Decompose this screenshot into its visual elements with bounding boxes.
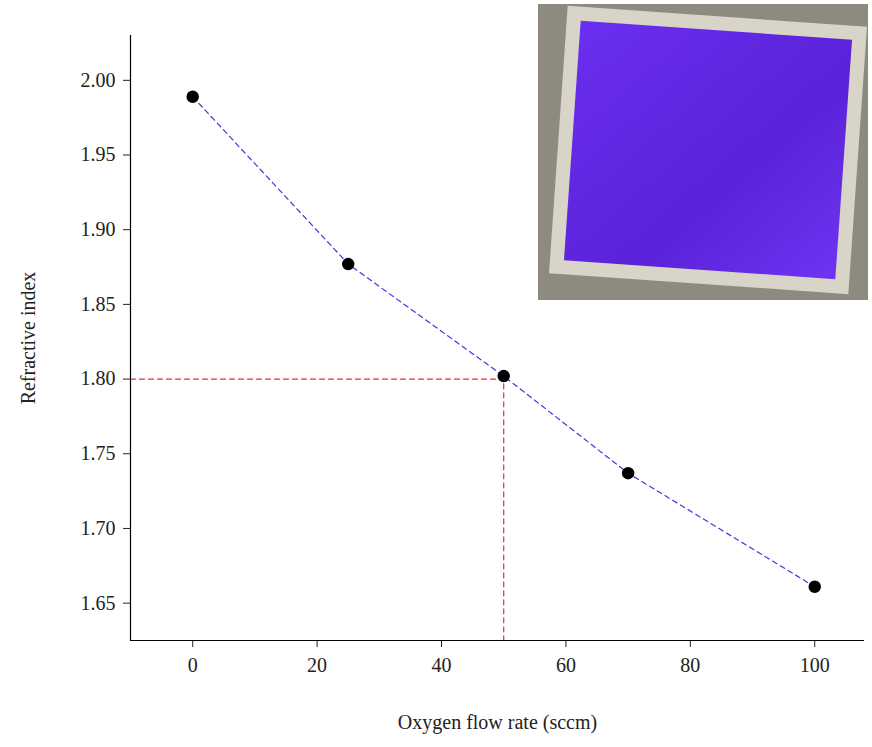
svg-text:80: 80 <box>680 654 700 676</box>
svg-text:40: 40 <box>432 654 452 676</box>
svg-text:1.70: 1.70 <box>81 517 116 539</box>
svg-text:1.85: 1.85 <box>81 293 116 315</box>
svg-text:2.00: 2.00 <box>81 69 116 91</box>
svg-text:100: 100 <box>800 654 830 676</box>
svg-text:1.75: 1.75 <box>81 442 116 464</box>
svg-text:60: 60 <box>556 654 576 676</box>
svg-text:20: 20 <box>307 654 327 676</box>
svg-text:Oxygen flow rate (sccm): Oxygen flow rate (sccm) <box>398 711 597 734</box>
svg-text:1.80: 1.80 <box>81 367 116 389</box>
svg-text:Refractive index: Refractive index <box>17 272 39 405</box>
svg-text:1.90: 1.90 <box>81 218 116 240</box>
svg-text:1.65: 1.65 <box>81 592 116 614</box>
svg-text:1.95: 1.95 <box>81 143 116 165</box>
svg-text:0: 0 <box>188 654 198 676</box>
